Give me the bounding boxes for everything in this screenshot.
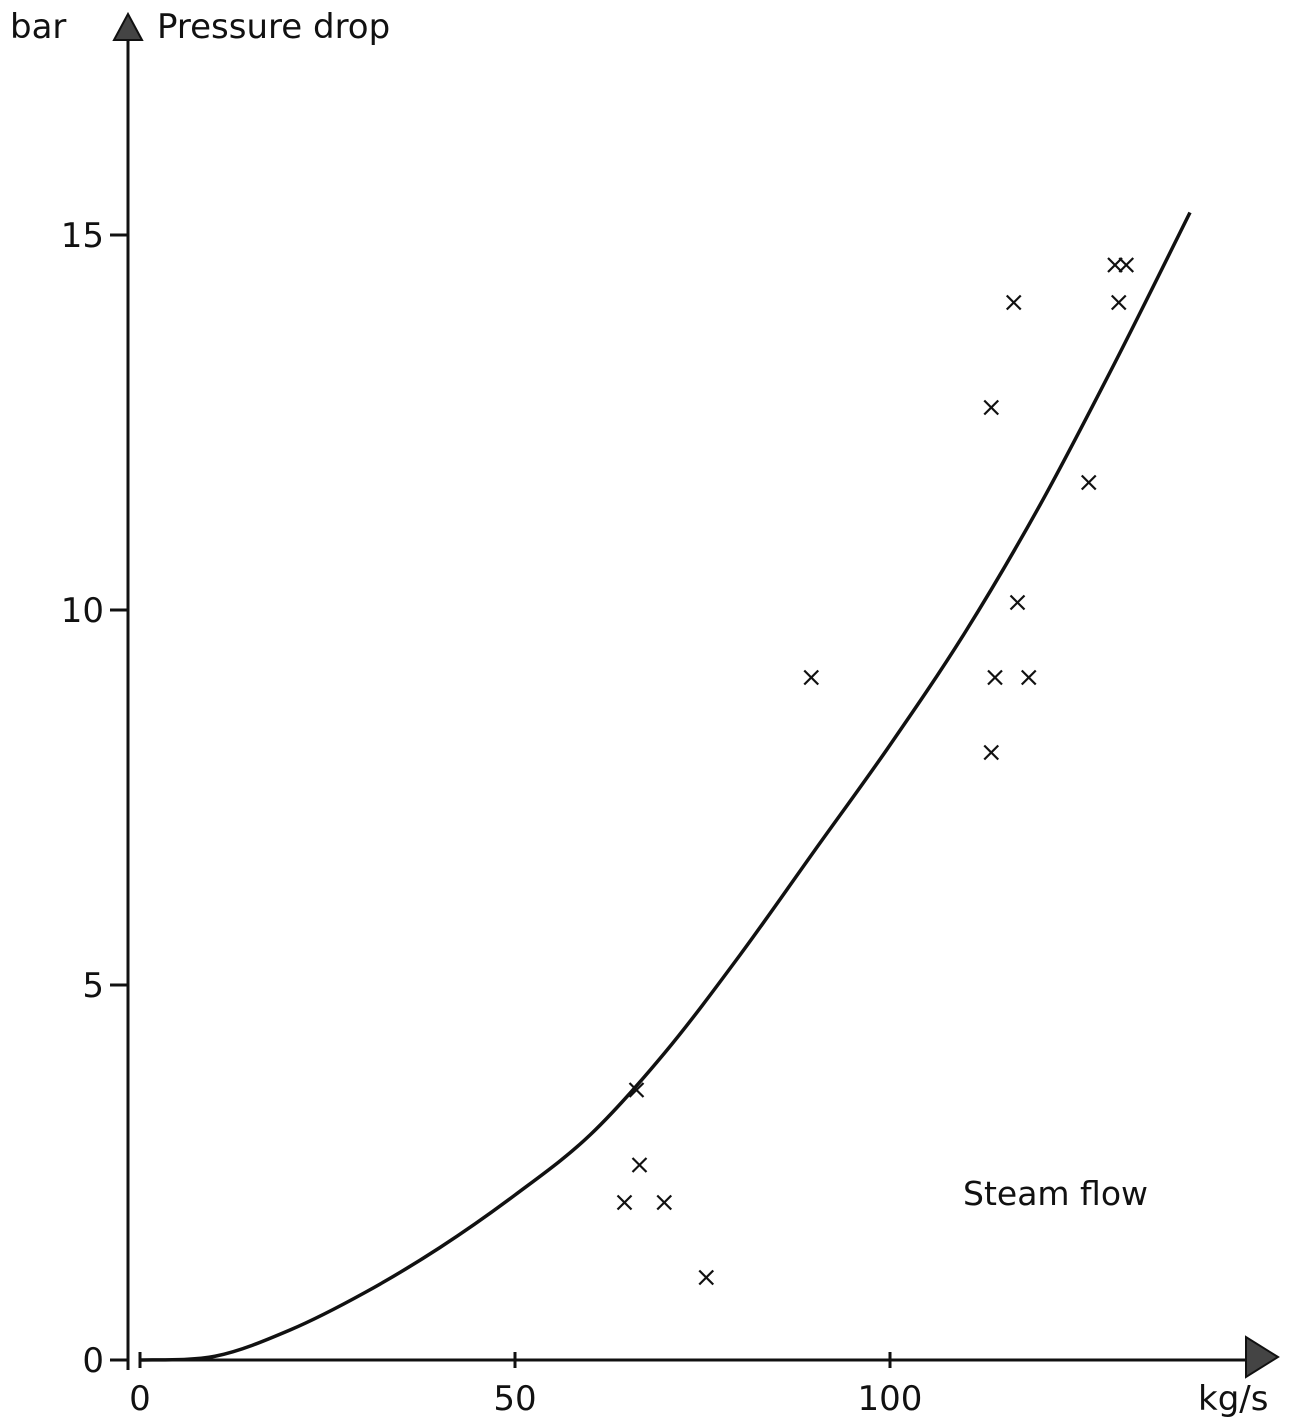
ticks: 0 5 10 15 0 50 100 [61,216,923,1419]
y-tick-label: 15 [61,216,104,256]
x-tick-label: 0 [129,1379,151,1419]
y-tick-label: 0 [82,1341,104,1381]
x-axis-arrow-icon [1245,1335,1280,1379]
data-point-x-marker [1009,594,1026,611]
data-point-x-marker [628,1082,645,1098]
data-point-x-marker [803,669,820,686]
data-point-x-marker [631,1157,648,1173]
data-point-x-marker [1005,294,1022,311]
y-axis-label: Pressure drop [157,7,390,47]
steam-flow-annotation: Steam flow [963,1174,1148,1213]
y-axis-arrow-icon [112,11,144,41]
data-point-x-marker [616,1194,633,1211]
data-points-layer [616,257,1135,1286]
data-point-x-marker [698,1269,715,1286]
data-point-x-marker [1107,257,1123,273]
axes [126,40,1250,1370]
data-point-x-marker [1118,257,1135,273]
x-tick-label: 50 [493,1379,536,1419]
data-point-x-marker [987,669,1003,686]
x-tick-label: 100 [858,1379,923,1419]
y-tick-label: 5 [82,966,104,1006]
y-tick-label: 10 [61,591,104,631]
fit-curve-layer [139,211,1192,1362]
data-point-x-marker [656,1194,673,1211]
data-point-x-marker [1080,474,1097,491]
data-point-x-marker [983,399,1000,416]
data-point-x-marker [1020,669,1037,686]
fit-curve [139,211,1192,1362]
y-axis-unit: bar [10,7,66,47]
data-point-x-marker [1110,294,1127,311]
x-axis-unit: kg/s [1198,1379,1268,1419]
data-point-x-marker [983,744,1000,761]
